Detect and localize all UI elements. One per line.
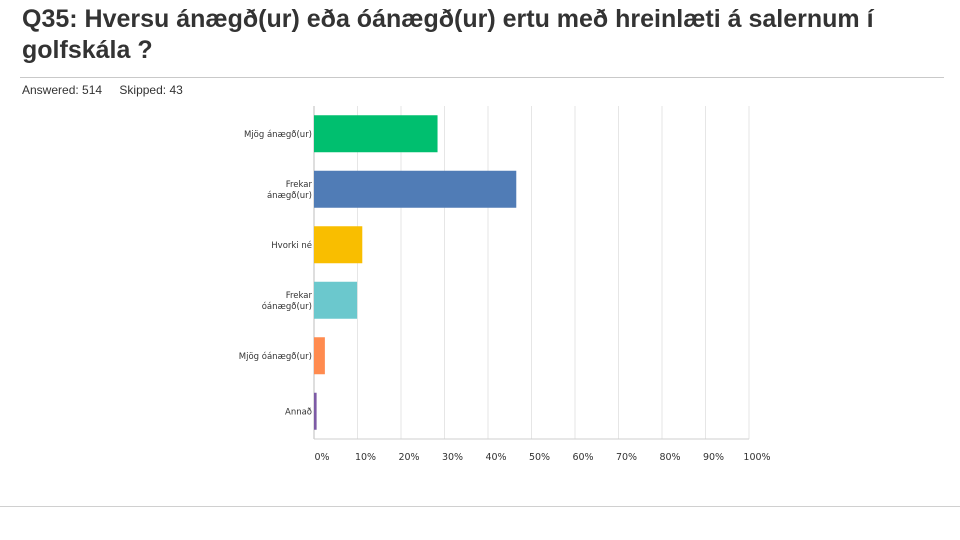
x-tick-label: 40% <box>485 452 506 463</box>
bar <box>314 337 325 375</box>
title-divider <box>20 77 944 78</box>
category-label: óánægð(ur) <box>262 301 312 312</box>
x-tick-label: 90% <box>703 452 724 463</box>
category-label: Frekar <box>286 291 313 301</box>
category-label: Frekar <box>286 180 313 190</box>
bottom-divider <box>0 506 960 507</box>
skipped-count: Skipped: 43 <box>119 83 183 97</box>
x-tick-label: 100% <box>743 452 770 463</box>
x-tick-label: 20% <box>398 452 419 463</box>
bar <box>314 392 317 430</box>
category-label: ánægð(ur) <box>267 191 312 201</box>
bar <box>314 170 517 208</box>
bar <box>314 281 358 319</box>
gridlines <box>313 106 750 440</box>
x-tick-label: 50% <box>529 452 550 463</box>
category-label: Mjög óánægð(ur) <box>239 351 312 362</box>
page-title: Q35: Hversu ánægð(ur) eða óánægð(ur) ert… <box>22 5 874 64</box>
bars <box>314 115 517 430</box>
answered-count: Answered: 514 <box>22 83 103 97</box>
bar <box>314 115 438 153</box>
x-tick-label: 70% <box>616 452 637 463</box>
response-stats: Answered: 514 Skipped: 43 <box>22 83 197 97</box>
x-tick-label: 60% <box>572 452 593 463</box>
x-tick-label: 10% <box>355 452 376 463</box>
category-label: Annað <box>285 407 312 417</box>
category-label: Mjög ánægð(ur) <box>244 130 312 140</box>
category-label: Hvorki né <box>271 240 312 251</box>
x-tick-label: 30% <box>442 452 463 463</box>
tick-labels: 0% 10% 20% 30% 40% 50% 60% 70% 80% 90% 100% <box>314 452 770 463</box>
bar <box>314 226 363 264</box>
x-tick-label: 80% <box>659 452 680 463</box>
x-tick-label: 0% <box>314 452 329 463</box>
